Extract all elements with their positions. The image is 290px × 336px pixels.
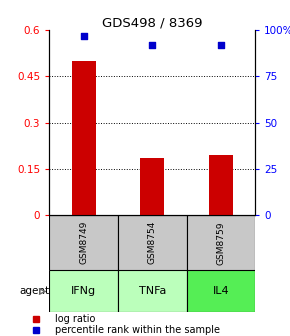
Text: GSM8749: GSM8749 bbox=[79, 221, 88, 264]
Bar bbox=[72, 61, 96, 215]
Text: GSM8754: GSM8754 bbox=[148, 221, 157, 264]
Bar bbox=[118, 215, 186, 270]
Bar bbox=[118, 270, 186, 312]
Point bbox=[150, 42, 155, 48]
Text: IFNg: IFNg bbox=[71, 287, 96, 296]
Point bbox=[219, 42, 223, 48]
Bar bbox=[209, 155, 233, 215]
Bar bbox=[186, 270, 255, 312]
Bar bbox=[140, 158, 164, 215]
Text: agent: agent bbox=[19, 287, 49, 296]
Text: TNFa: TNFa bbox=[139, 287, 166, 296]
Point bbox=[81, 33, 86, 39]
Title: GDS498 / 8369: GDS498 / 8369 bbox=[102, 16, 202, 29]
Text: IL4: IL4 bbox=[213, 287, 229, 296]
Text: log ratio: log ratio bbox=[55, 314, 95, 324]
Bar bbox=[186, 215, 255, 270]
Text: GSM8759: GSM8759 bbox=[216, 221, 225, 264]
Text: percentile rank within the sample: percentile rank within the sample bbox=[55, 325, 220, 335]
Bar bbox=[49, 215, 118, 270]
Bar bbox=[49, 270, 118, 312]
